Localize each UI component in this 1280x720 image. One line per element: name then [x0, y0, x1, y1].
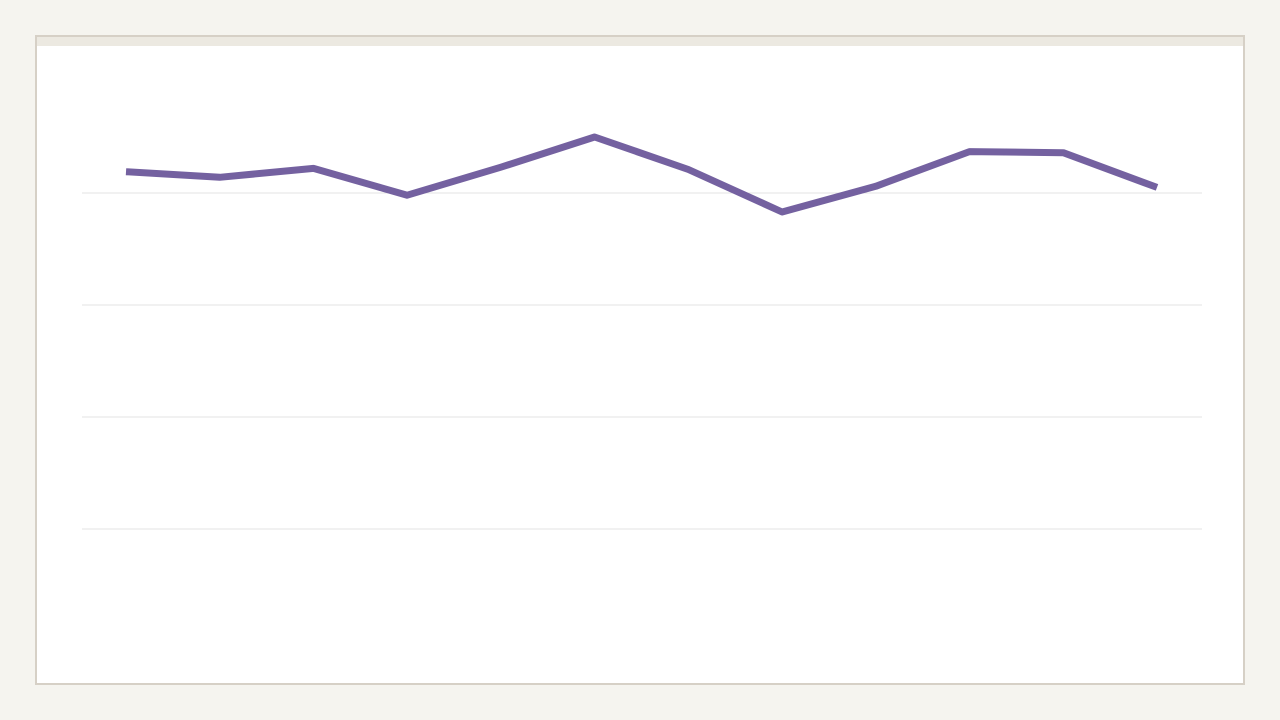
series-layer: [125, 133, 1159, 216]
panel-top-bar: [37, 37, 1243, 46]
gridlines: [82, 192, 1202, 530]
line-chart: [82, 133, 1202, 530]
chart-panel: [35, 35, 1245, 685]
series-line: [125, 133, 1159, 216]
